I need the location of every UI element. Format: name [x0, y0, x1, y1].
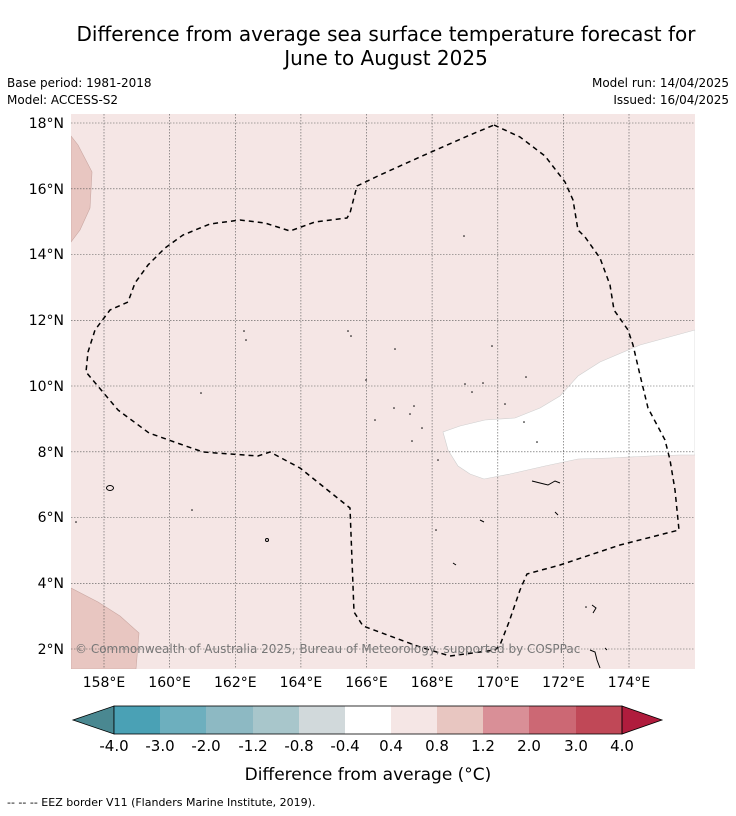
colorbar-tick-label: 2.0: [517, 737, 541, 755]
lat-label: 16°N: [29, 182, 64, 198]
colorbar-tick-label: 0.8: [425, 737, 449, 755]
colorbar-swatch: [253, 706, 299, 734]
base-period: Base period: 1981-2018: [7, 76, 152, 90]
colorbar-tick-label: 4.0: [610, 737, 634, 755]
colorbar-swatch: [114, 706, 160, 734]
map-figure: © Commonwealth of Australia 2025, Bureau…: [29, 114, 695, 785]
colorbar-tick-label: -3.0: [145, 737, 174, 755]
colorbar-swatch: [529, 706, 576, 734]
colorbar-extend-low: [71, 705, 115, 735]
lon-label: 174°E: [608, 675, 651, 691]
lon-label: 158°E: [83, 675, 126, 691]
meta-right: Model run: 14/04/2025 Issued: 16/04/2025: [592, 75, 729, 109]
meta-left: Base period: 1981-2018 Model: ACCESS-S2: [7, 75, 152, 109]
model-run: Model run: 14/04/2025: [591, 76, 729, 90]
colorbar-tick-label: 0.4: [379, 737, 403, 755]
colorbar-ticks: -4.0 -3.0 -2.0 -1.2 -0.8 -0.4 0.4 0.8 1.…: [99, 737, 634, 755]
colorbar-tick-label: -0.4: [330, 737, 359, 755]
colorbar-swatch: [299, 706, 345, 734]
title-line-1: Difference from average sea surface temp…: [76, 22, 696, 46]
eez-legend-footer: -- -- -- EEZ border V11 (Flanders Marine…: [7, 796, 316, 809]
colorbar-tick-label: -1.2: [238, 737, 267, 755]
colorbar-swatch: [437, 706, 483, 734]
chart-title: Difference from average sea surface temp…: [0, 22, 736, 70]
issued-date: Issued: 16/04/2025: [613, 93, 729, 107]
colorbar-swatch: [391, 706, 437, 734]
lat-label: 18°N: [29, 116, 64, 132]
colorbar-swatch: [483, 706, 529, 734]
colorbar-swatch: [160, 706, 206, 734]
colorbar: [71, 705, 664, 735]
lon-label: 162°E: [214, 675, 257, 691]
longitude-labels: 158°E 160°E 162°E 164°E 166°E 168°E 170°…: [83, 675, 651, 691]
colorbar-swatch: [345, 706, 391, 734]
lat-label: 8°N: [38, 445, 64, 461]
latitude-labels: 18°N 16°N 14°N 12°N 10°N 8°N 6°N 4°N 2°N: [29, 116, 64, 658]
colorbar-tick-label: 1.2: [471, 737, 495, 755]
colorbar-swatch: [206, 706, 253, 734]
lon-label: 170°E: [477, 675, 520, 691]
lat-label: 4°N: [38, 576, 64, 592]
atoll-dots: [75, 235, 587, 608]
lon-label: 164°E: [280, 675, 323, 691]
lat-label: 2°N: [38, 642, 64, 658]
lon-label: 166°E: [345, 675, 388, 691]
lat-label: 10°N: [29, 379, 64, 395]
gridlines: [71, 114, 695, 669]
lon-label: 160°E: [148, 675, 191, 691]
lon-label: 168°E: [411, 675, 454, 691]
colorbar-tick-label: -4.0: [99, 737, 128, 755]
island-outlines: [106, 480, 608, 669]
lat-label: 14°N: [29, 247, 64, 263]
model-name: Model: ACCESS-S2: [7, 93, 119, 107]
colorbar-label: Difference from average (°C): [245, 765, 492, 785]
colorbar-tick-label: 3.0: [564, 737, 588, 755]
lat-label: 12°N: [29, 313, 64, 329]
lat-label: 6°N: [38, 510, 64, 526]
eez-border: [85, 124, 680, 657]
colorbar-extend-high: [621, 705, 664, 735]
colorbar-tick-label: -2.0: [191, 737, 220, 755]
copyright-text: © Commonwealth of Australia 2025, Bureau…: [75, 642, 580, 656]
colorbar-tick-label: -0.8: [284, 737, 313, 755]
colorbar-swatch: [576, 706, 622, 734]
colorbar-frame: [113, 705, 623, 735]
title-line-2: June to August 2025: [284, 46, 488, 70]
lon-label: 172°E: [542, 675, 585, 691]
